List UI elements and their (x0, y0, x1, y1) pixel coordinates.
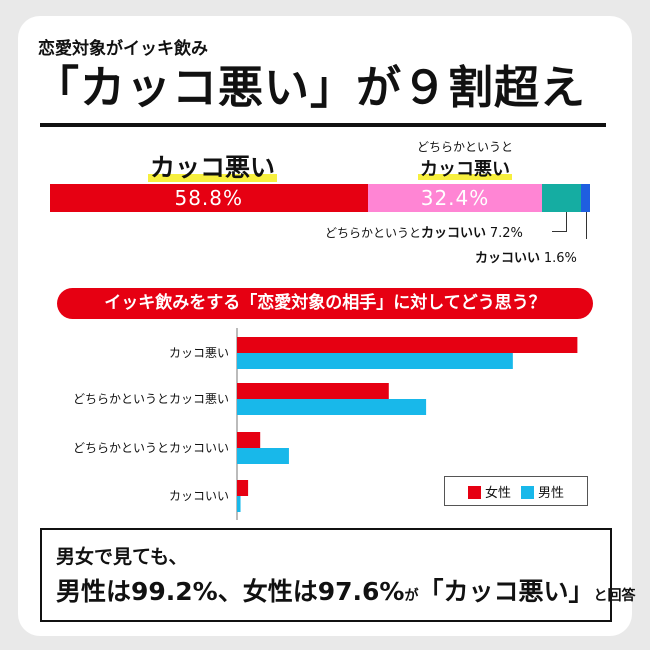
summary-suffix: と回答 (593, 588, 636, 604)
stack-segment-value-label: 32.4% (420, 186, 490, 210)
legend-swatch-female (467, 485, 481, 499)
stack-segment-1: 32.4% (367, 184, 543, 212)
overall-stacked-bar: 58.8% 32.4% (50, 184, 590, 212)
bar-female (237, 480, 249, 496)
legend-swatch-male (521, 485, 534, 499)
bar-male (237, 496, 241, 512)
bar-male (237, 448, 289, 464)
label-rather-bad: どちらかというと カッコ悪い (380, 138, 550, 181)
summary-percentages: 男性は99.2%、女性は97.6% (56, 577, 405, 606)
callout-good-text: カッコいい (475, 251, 541, 266)
summary-particle: が (404, 588, 419, 604)
subtitle: 恋愛対象がイッキ飲み (38, 39, 208, 59)
callout-good-value: 1.6% (543, 251, 577, 266)
stack-segment-2 (542, 184, 582, 212)
label-rather-bad-text: カッコ悪い (418, 159, 512, 180)
bar-female (237, 432, 261, 448)
stack-segment-0: 58.8% (50, 184, 368, 212)
category-label: どちらかというとカッコ悪い (73, 392, 229, 406)
summary-line1: 男女で見ても、 (56, 546, 188, 568)
callout-good: カッコいい 1.6% (475, 247, 577, 266)
callout-rather-good-value: 7.2% (489, 226, 523, 241)
legend: 女性 男性 (444, 476, 588, 506)
chart-title-banner: イッキ飲みをする「恋愛対象の相手」に対してどう思う？ (57, 288, 593, 319)
callout-rather-good-text: カッコいい (421, 226, 487, 241)
category-label: どちらかというとカッコいい (73, 441, 229, 455)
label-bad-text: カッコ悪い (147, 153, 277, 182)
headline: 「カッコ悪い」が９割超え (34, 61, 587, 114)
stack-segment-3 (581, 184, 590, 212)
callout-rather-good: どちらかというとカッコいい 7.2% (325, 222, 523, 241)
category-label: カッコ悪い (169, 346, 229, 360)
bar-male (237, 399, 427, 415)
summary-line2: 男性は99.2%、女性は97.6%が「カッコ悪い」と回答 (56, 572, 635, 608)
callout-line-rather-good-v (566, 212, 567, 231)
label-rather-bad-small: どちらかというと (416, 140, 513, 154)
label-bad: カッコ悪い (130, 148, 295, 184)
callout-line-good-v (586, 212, 587, 239)
legend-label-male: 男性 (538, 485, 565, 501)
legend-item-male: 男性 (521, 482, 564, 501)
bar-female (237, 383, 389, 399)
bar-male (237, 353, 513, 369)
callout-rather-good-small: どちらかというと (325, 226, 422, 240)
callout-line-rather-good-h (552, 231, 567, 232)
headline-underline (40, 123, 606, 127)
legend-label-female: 女性 (484, 485, 511, 501)
category-label: カッコいい (169, 489, 229, 503)
legend-item-female: 女性 (467, 482, 511, 501)
summary-box: 男女で見ても、 男性は99.2%、女性は97.6%が「カッコ悪い」と回答 (40, 528, 635, 622)
bar-female (237, 337, 578, 353)
stack-segment-value-label: 58.8% (174, 186, 244, 210)
summary-answer: 「カッコ悪い」 (418, 577, 594, 606)
